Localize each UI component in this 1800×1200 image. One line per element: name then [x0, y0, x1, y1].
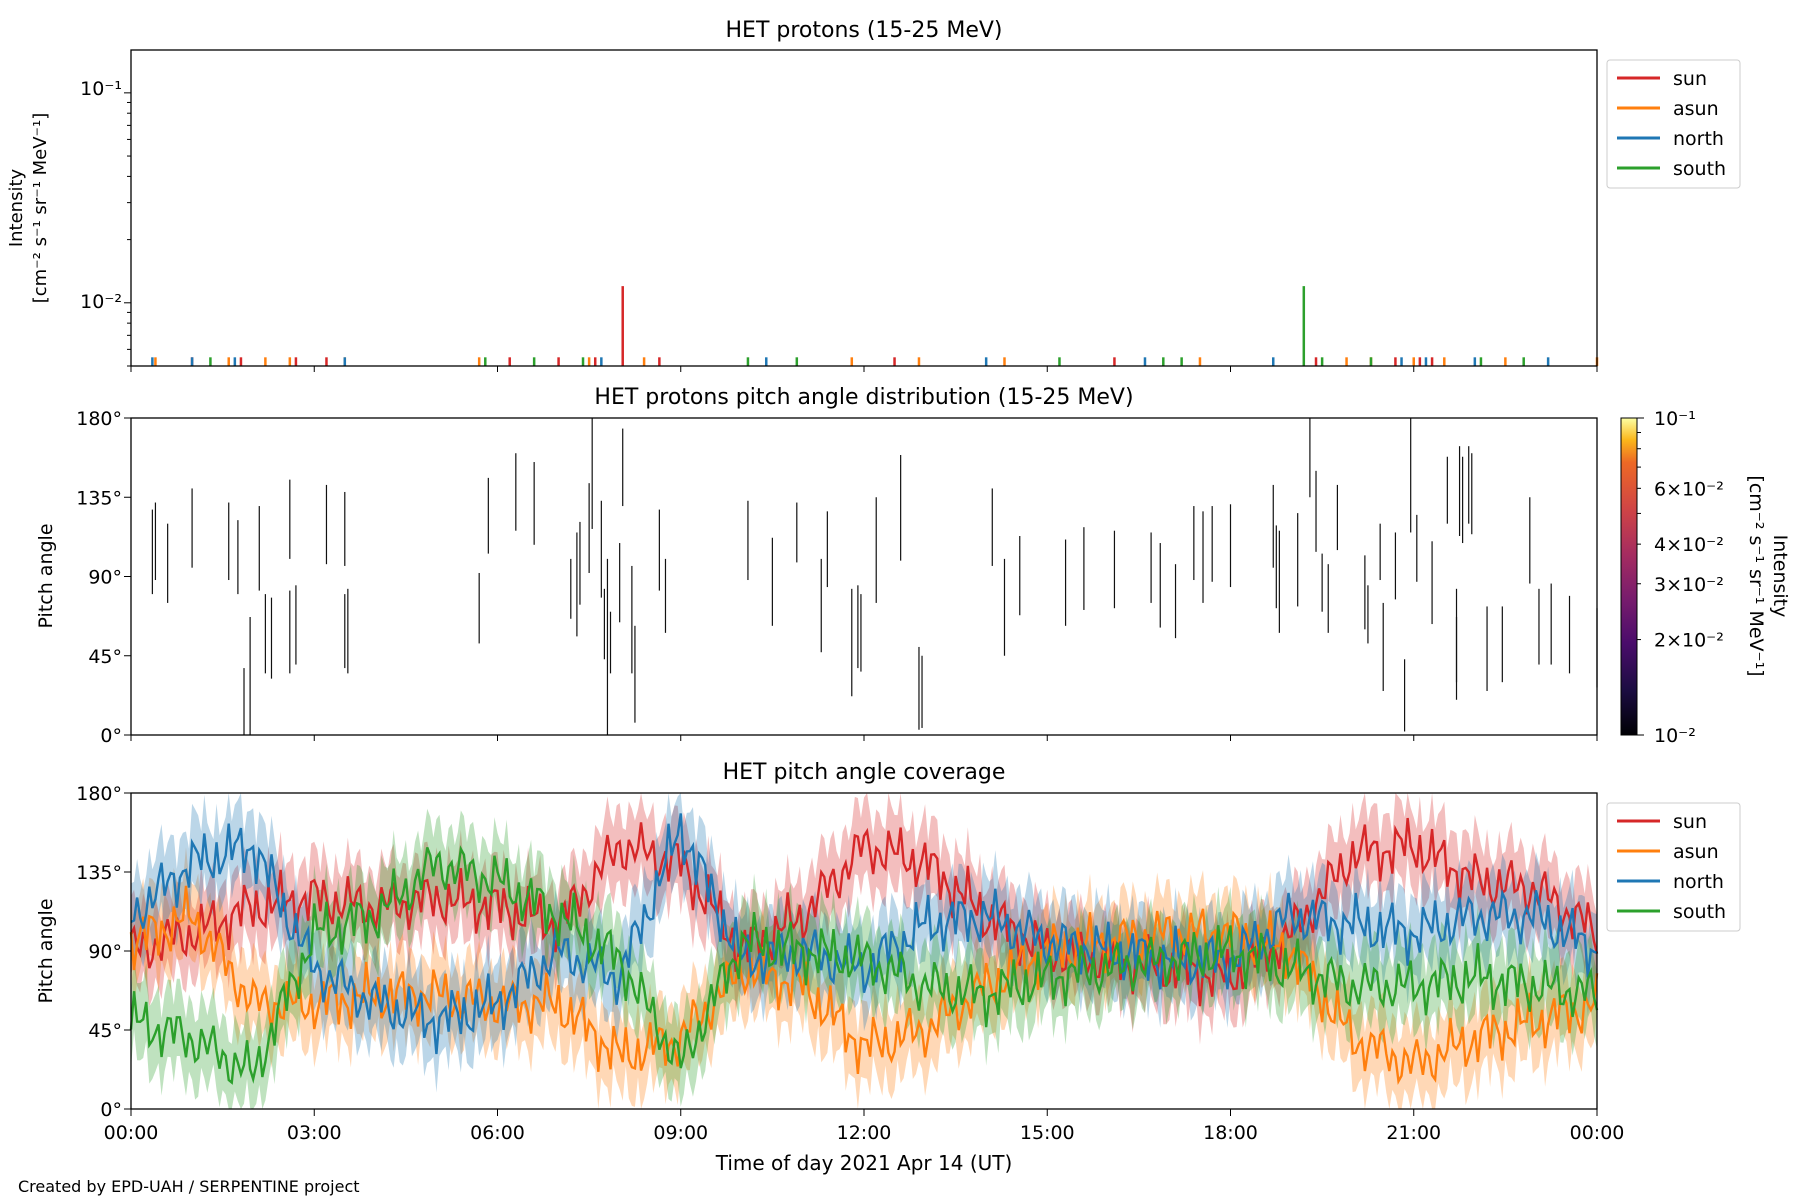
panel1-ylabel-line2: [cm⁻² s⁻¹ sr⁻¹ MeV⁻¹] [30, 113, 51, 304]
panel3-xtick-label: 03:00 [287, 1122, 342, 1144]
legend-top-label-sun: sun [1673, 68, 1707, 90]
coverage-band-asun [131, 847, 1597, 1109]
panel-intensity: HET protons (15-25 MeV) Intensity [cm⁻² … [6, 18, 1741, 372]
panel3-xtick-label: 00:00 [1570, 1122, 1625, 1144]
panel2-ytick-label: 180° [76, 408, 122, 430]
panel2-ylabel: Pitch angle [35, 523, 57, 628]
legend-top-label-north: north [1673, 128, 1724, 150]
panel3-xtick-label: 00:00 [104, 1122, 159, 1144]
panel3-title: HET pitch angle coverage [723, 760, 1006, 785]
colorbar-tick-label: 6×10⁻² [1654, 478, 1724, 500]
panel1-ylabel-line1: Intensity [6, 168, 27, 247]
legend-top: sun asun north south [1606, 59, 1741, 189]
colorbar: 10⁻² 2×10⁻² 3×10⁻² 4×10⁻² 6×10⁻² 10⁻¹ Intensi… [1620, 408, 1791, 747]
legend-bottom-label-south: south [1673, 901, 1726, 923]
panel3-ytick-label: 180° [76, 783, 122, 805]
coverage-line-north [130, 813, 1598, 1055]
legend-bottom-label-asun: asun [1673, 841, 1719, 863]
panel1-title: HET protons (15-25 MeV) [726, 18, 1003, 43]
colorbar-tick-label: 2×10⁻² [1654, 630, 1724, 652]
legend-bottom-frame [1606, 802, 1741, 932]
panel2-frame [130, 417, 1598, 736]
colorbar-label: Intensity [1769, 535, 1791, 618]
panel-pitch-angle-distribution: HET protons pitch angle distribution (15… [35, 385, 1791, 747]
panel-pitch-angle-coverage: HET pitch angle coverage Pitch angle 0° 4… [35, 760, 1741, 1175]
legend-top-label-asun: asun [1673, 98, 1719, 120]
coverage-band-south [131, 808, 1597, 1109]
panel3-xtick-label: 12:00 [837, 1122, 892, 1144]
coverage-line-south [129, 845, 1599, 1085]
panel3-ylabel: Pitch angle [35, 898, 57, 1003]
legend-top-label-south: south [1673, 158, 1726, 180]
footer-credit: Created by EPD-UAH / SERPENTINE project [18, 1177, 360, 1196]
panel2-ytick-label: 0° [100, 725, 122, 747]
panel3-xtick-label: 18:00 [1203, 1122, 1258, 1144]
colorbar-tick-label: 3×10⁻² [1654, 574, 1724, 596]
panel2-ytick-label: 45° [88, 646, 122, 668]
panel1-frame [130, 49, 1598, 367]
panel3-ytick-label: 0° [100, 1099, 122, 1121]
legend-bottom-label-north: north [1673, 871, 1724, 893]
legend-bottom-label-sun: sun [1673, 811, 1707, 833]
panel3-ytick-label: 45° [88, 1020, 122, 1042]
panel2-ytick-label: 135° [76, 487, 122, 509]
legend-bottom: sun asun north south [1606, 802, 1741, 932]
panel3-xtick-label: 06:00 [470, 1122, 525, 1144]
panel2-title: HET protons pitch angle distribution (15… [594, 385, 1133, 410]
colorbar-gradient [1620, 417, 1638, 736]
colorbar-tick-label: 10⁻¹ [1654, 408, 1696, 430]
panel3-xtick-label: 15:00 [1020, 1122, 1075, 1144]
panel3-ytick-label: 135° [76, 862, 122, 884]
panel3-xlabel: Time of day 2021 Apr 14 (UT) [715, 1151, 1013, 1175]
panel1-ytick-label-e-1: 10⁻¹ [80, 78, 122, 100]
coverage-line-asun [129, 885, 1599, 1085]
panel3-xtick-label: 09:00 [653, 1122, 708, 1144]
colorbar-tick-label: 10⁻² [1654, 725, 1696, 747]
colorbar-units: [cm⁻² s⁻¹ sr⁻¹ MeV⁻¹] [1745, 475, 1767, 676]
legend-top-frame [1606, 59, 1741, 189]
panel2-ytick-label: 90° [88, 567, 122, 589]
colorbar-tick-label: 4×10⁻² [1654, 534, 1724, 556]
panel1-ytick-label-e-2: 10⁻² [80, 291, 122, 313]
panel3-ytick-label: 90° [88, 941, 122, 963]
panel3-xtick-label: 21:00 [1386, 1122, 1441, 1144]
